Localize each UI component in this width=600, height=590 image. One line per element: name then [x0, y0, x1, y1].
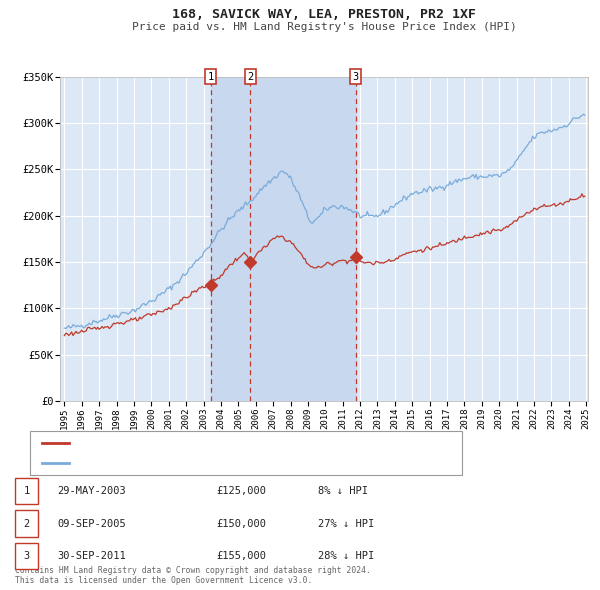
- Text: 168, SAVICK WAY, LEA, PRESTON, PR2 1XF: 168, SAVICK WAY, LEA, PRESTON, PR2 1XF: [172, 8, 476, 21]
- Text: 09-SEP-2005: 09-SEP-2005: [57, 519, 126, 529]
- Bar: [250, 77, 356, 401]
- Text: 3: 3: [353, 72, 359, 81]
- Text: 27% ↓ HPI: 27% ↓ HPI: [318, 519, 374, 529]
- Text: 1: 1: [23, 486, 29, 496]
- Text: 168, SAVICK WAY, LEA, PRESTON, PR2 1XF (detached house): 168, SAVICK WAY, LEA, PRESTON, PR2 1XF (…: [75, 438, 398, 448]
- Text: 2: 2: [23, 519, 29, 529]
- Text: 30-SEP-2011: 30-SEP-2011: [57, 551, 126, 561]
- Text: HPI: Average price, detached house, Preston: HPI: Average price, detached house, Pres…: [75, 458, 328, 467]
- Text: 1: 1: [208, 72, 214, 81]
- Text: £125,000: £125,000: [216, 486, 266, 496]
- Text: £155,000: £155,000: [216, 551, 266, 561]
- Text: Contains HM Land Registry data © Crown copyright and database right 2024.
This d: Contains HM Land Registry data © Crown c…: [15, 566, 371, 585]
- Text: £150,000: £150,000: [216, 519, 266, 529]
- Text: 3: 3: [23, 551, 29, 561]
- Text: Price paid vs. HM Land Registry's House Price Index (HPI): Price paid vs. HM Land Registry's House …: [131, 22, 517, 31]
- Bar: [211, 77, 250, 401]
- Text: 29-MAY-2003: 29-MAY-2003: [57, 486, 126, 496]
- Text: 8% ↓ HPI: 8% ↓ HPI: [318, 486, 368, 496]
- Text: 28% ↓ HPI: 28% ↓ HPI: [318, 551, 374, 561]
- Text: 2: 2: [247, 72, 253, 81]
